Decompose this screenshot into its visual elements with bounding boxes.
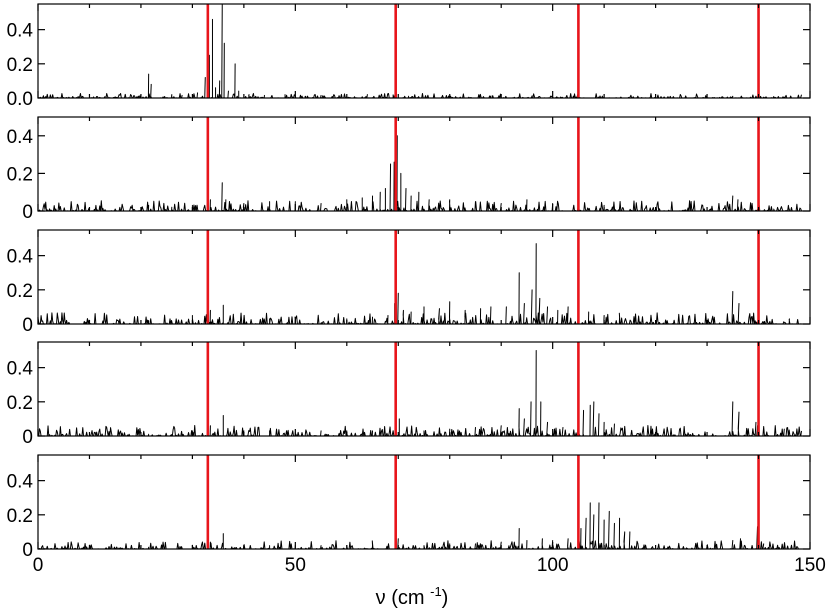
panel-1: 0.0 0.2 0.4 (7, 3, 811, 110)
y-tick-label: 0.2 (7, 281, 33, 302)
y-tick-label: 0 (22, 540, 33, 561)
series-line (37, 243, 802, 325)
panel-frame (37, 454, 811, 550)
x-tick-label: 0 (33, 555, 44, 576)
y-tick-label: 0 (22, 427, 33, 448)
y-tick-label: 0.4 (7, 359, 34, 380)
panel-4: 0 0.2 0.4 (7, 341, 811, 448)
y-tick-label: 0.2 (7, 506, 33, 527)
x-axis-title-tail: ) (442, 587, 449, 609)
panel-frame (37, 341, 811, 437)
chart-panels: 0.0 0.2 0.4 0 0.2 0.4 0 0.2 0.4 0 0.2 0.4 0 0.2 0.4 0 50… (7, 3, 826, 576)
series-line (38, 135, 802, 212)
x-tick-label: 150 (794, 555, 826, 576)
y-tick-label: 0.4 (7, 21, 34, 42)
x-tick-label: 50 (285, 555, 306, 576)
y-tick-label: 0.2 (7, 164, 33, 185)
y-tick-label: 0.0 (7, 89, 33, 110)
panel-2: 0 0.2 0.4 (7, 116, 811, 223)
series-line (37, 502, 802, 550)
series-line (37, 350, 803, 437)
y-tick-label: 0.4 (7, 247, 34, 268)
panel-frame (37, 116, 811, 212)
panel-5: 0 0.2 0.4 0 50 100 150 (7, 454, 826, 576)
y-tick-label: 0.2 (7, 393, 33, 414)
panel-frame (37, 229, 811, 325)
y-tick-label: 0.4 (7, 472, 34, 493)
y-tick-label: 0.4 (7, 127, 34, 148)
y-tick-label: 0 (22, 315, 33, 336)
panel-frame (37, 3, 811, 99)
x-axis-title: ν (cm -1) (376, 584, 449, 609)
x-axis-title-superscript: -1 (430, 584, 442, 599)
y-tick-label: 0 (22, 202, 33, 223)
x-tick-label: 100 (537, 555, 569, 576)
series-line (37, 3, 802, 99)
y-tick-label: 0.2 (7, 55, 33, 76)
panel-3: 0 0.2 0.4 (7, 229, 811, 336)
